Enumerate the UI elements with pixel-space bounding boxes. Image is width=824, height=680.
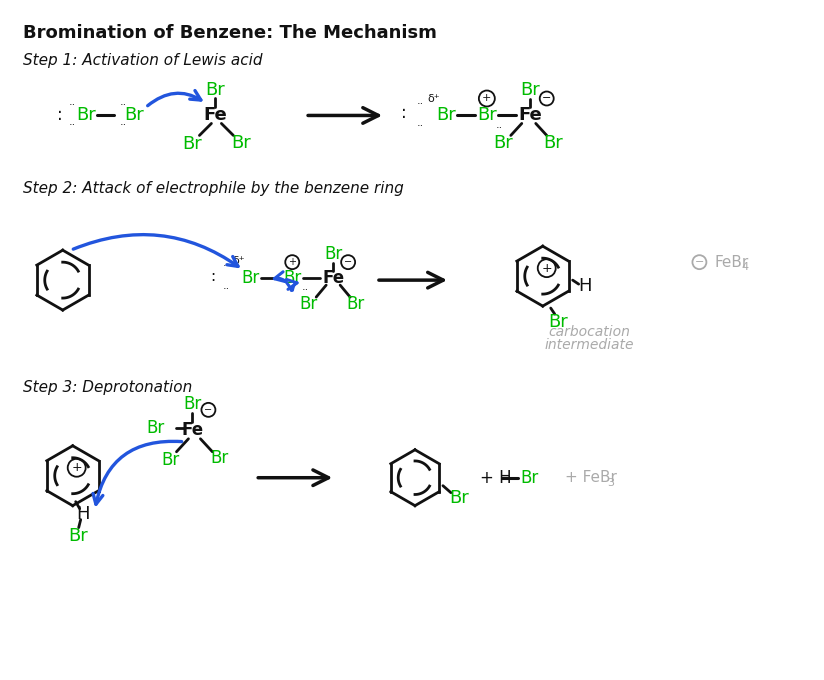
- Text: Fe: Fe: [517, 107, 541, 124]
- Text: ··: ··: [416, 122, 424, 131]
- Text: intermediate: intermediate: [545, 338, 634, 352]
- Text: Br: Br: [548, 313, 568, 331]
- Text: Fe: Fe: [181, 421, 204, 439]
- Text: Br: Br: [493, 135, 513, 152]
- Text: Br: Br: [449, 489, 469, 507]
- Text: +: +: [72, 461, 82, 474]
- Text: + FeBr: + FeBr: [564, 470, 616, 486]
- Text: −: −: [695, 257, 704, 267]
- Text: ··: ··: [120, 120, 127, 131]
- Text: :: :: [210, 269, 215, 284]
- Text: ··: ··: [120, 101, 127, 110]
- Text: −: −: [344, 257, 352, 267]
- Text: Br: Br: [299, 295, 317, 313]
- Text: + H: + H: [480, 469, 512, 487]
- Text: Br: Br: [124, 107, 144, 124]
- Text: Br: Br: [68, 526, 87, 545]
- Text: :: :: [57, 107, 63, 124]
- Text: Br: Br: [232, 135, 251, 152]
- Text: Br: Br: [162, 451, 180, 469]
- Text: Br: Br: [241, 269, 260, 287]
- Text: Bromination of Benzene: The Mechanism: Bromination of Benzene: The Mechanism: [23, 24, 437, 41]
- Text: ··: ··: [496, 124, 503, 133]
- Text: Step 3: Deprotonation: Step 3: Deprotonation: [23, 380, 192, 395]
- Text: carbocation: carbocation: [549, 325, 630, 339]
- Text: H: H: [578, 277, 592, 295]
- Text: Fe: Fe: [322, 269, 344, 287]
- Text: 4: 4: [742, 262, 748, 272]
- Text: ··: ··: [302, 285, 309, 295]
- Text: Br: Br: [346, 295, 364, 313]
- Text: Step 2: Attack of electrophile by the benzene ring: Step 2: Attack of electrophile by the be…: [23, 181, 404, 196]
- Text: Br: Br: [146, 419, 165, 437]
- Text: Br: Br: [436, 107, 456, 124]
- Text: 3: 3: [607, 478, 615, 488]
- Text: Br: Br: [520, 80, 540, 99]
- Text: δ⁺: δ⁺: [232, 256, 245, 266]
- Text: Br: Br: [183, 395, 202, 413]
- Text: :: :: [401, 105, 407, 122]
- Text: Fe: Fe: [204, 107, 227, 124]
- Text: ··: ··: [69, 120, 77, 131]
- Text: H: H: [76, 505, 90, 523]
- Text: −: −: [204, 405, 213, 415]
- Text: Br: Br: [210, 449, 228, 466]
- Text: Br: Br: [543, 135, 563, 152]
- Text: Br: Br: [324, 245, 342, 263]
- Text: Br: Br: [183, 135, 203, 154]
- Text: Br: Br: [283, 269, 302, 287]
- Text: Br: Br: [76, 107, 96, 124]
- Text: −: −: [542, 93, 551, 103]
- Text: +: +: [482, 93, 492, 103]
- Text: ··: ··: [416, 99, 424, 109]
- Text: Br: Br: [521, 469, 539, 487]
- Text: FeBr: FeBr: [714, 254, 749, 270]
- Text: Br: Br: [477, 107, 497, 124]
- Text: ··: ··: [222, 261, 230, 271]
- Text: +: +: [541, 262, 552, 275]
- Text: ··: ··: [69, 101, 77, 110]
- Text: Step 1: Activation of Lewis acid: Step 1: Activation of Lewis acid: [23, 53, 262, 68]
- Text: Br: Br: [205, 80, 225, 99]
- Text: δ⁺: δ⁺: [428, 95, 440, 105]
- Text: +: +: [288, 257, 297, 267]
- Text: ··: ··: [222, 284, 230, 294]
